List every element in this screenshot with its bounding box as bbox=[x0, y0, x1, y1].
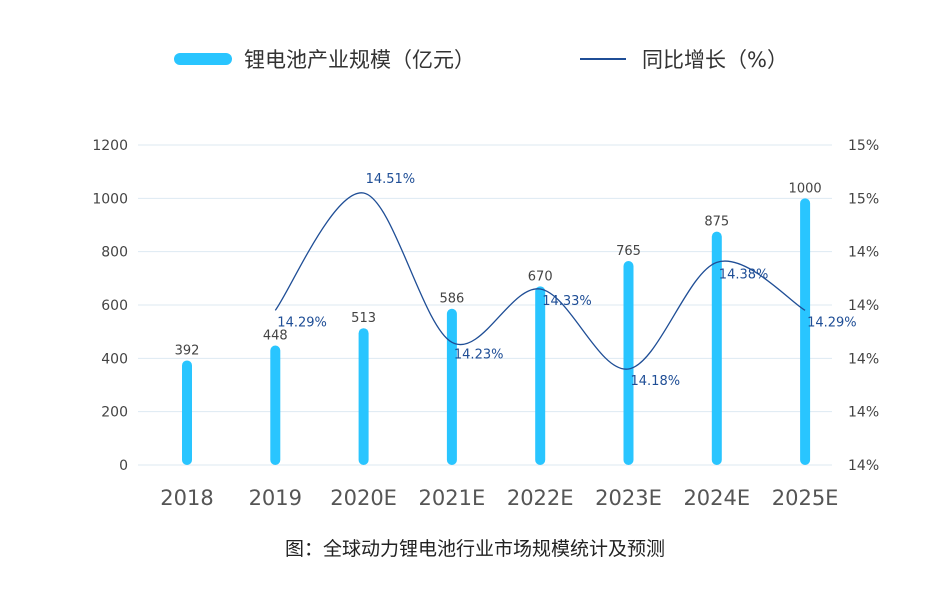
left-axis-tick: 400 bbox=[101, 351, 128, 367]
legend-line-label: 同比增长（%） bbox=[642, 48, 788, 72]
chart-caption: 图：全球动力锂电池行业市场规模统计及预测 bbox=[284, 538, 665, 560]
x-axis-tick: 2018 bbox=[160, 486, 213, 510]
left-axis-tick: 1200 bbox=[92, 138, 128, 154]
legend-bar-swatch bbox=[174, 53, 232, 65]
left-axis-tick: 600 bbox=[101, 298, 128, 314]
bar-data-label: 586 bbox=[439, 292, 464, 307]
bar-data-label: 1000 bbox=[789, 181, 822, 196]
x-axis-tick: 2024E bbox=[683, 486, 750, 510]
legend-line-swatch bbox=[580, 58, 626, 60]
left-axis-tick: 1000 bbox=[92, 191, 128, 207]
bar-data-label: 392 bbox=[175, 343, 200, 358]
line-data-label: 14.23% bbox=[454, 347, 504, 362]
right-axis-tick: 14% bbox=[848, 458, 879, 474]
right-axis-tick: 15% bbox=[848, 191, 879, 207]
x-axis-tick: 2025E bbox=[772, 486, 839, 510]
x-axis-tick: 2019 bbox=[249, 486, 302, 510]
x-axis-tick: 2021E bbox=[419, 486, 486, 510]
legend-item-line: 同比增长（%） bbox=[580, 44, 788, 74]
right-axis-tick: 14% bbox=[848, 405, 879, 421]
x-axis-tick: 2022E bbox=[507, 486, 574, 510]
left-axis-tick: 0 bbox=[119, 458, 128, 474]
right-axis-tick: 14% bbox=[848, 351, 879, 367]
line-data-label: 14.51% bbox=[366, 172, 416, 187]
x-axis-tick: 2023E bbox=[595, 486, 662, 510]
left-axis-tick: 800 bbox=[101, 245, 128, 261]
bar-data-label: 765 bbox=[616, 244, 641, 259]
right-axis-tick: 14% bbox=[848, 245, 879, 261]
legend-bar-label: 锂电池产业规模（亿元） bbox=[244, 48, 475, 72]
bar-data-label: 670 bbox=[528, 269, 553, 284]
line-data-label: 14.38% bbox=[719, 267, 769, 282]
bar-data-label: 875 bbox=[704, 215, 729, 230]
line-data-label: 14.18% bbox=[631, 374, 681, 389]
x-axis-tick: 2020E bbox=[330, 486, 397, 510]
legend-item-bar: 锂电池产业规模（亿元） bbox=[174, 44, 475, 74]
right-axis-tick: 15% bbox=[848, 138, 879, 154]
line-data-label: 14.29% bbox=[807, 315, 857, 330]
line-data-label: 14.29% bbox=[277, 315, 327, 330]
line-data-label: 14.33% bbox=[542, 294, 592, 309]
right-axis-tick: 14% bbox=[848, 298, 879, 314]
bar-data-label: 513 bbox=[351, 311, 376, 326]
bar-data-label: 448 bbox=[263, 329, 288, 344]
growth-line bbox=[274, 192, 806, 370]
left-axis-tick: 200 bbox=[101, 405, 128, 421]
